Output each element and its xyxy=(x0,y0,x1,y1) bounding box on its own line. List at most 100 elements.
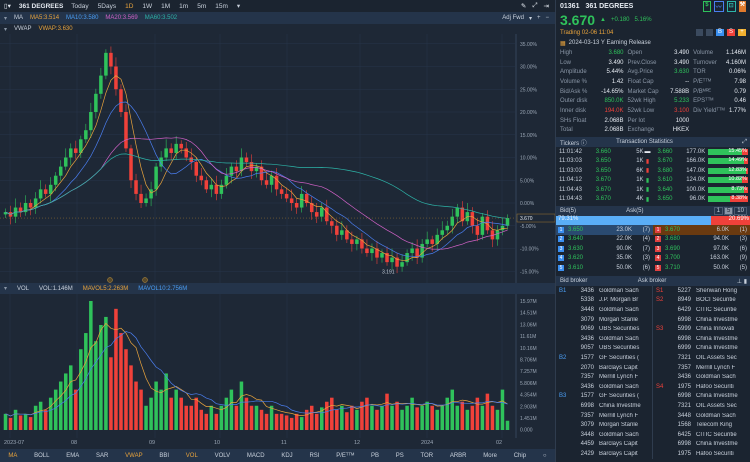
collapse-icon[interactable]: ▾ xyxy=(4,15,8,22)
indicator-tab[interactable]: BBI xyxy=(159,452,170,459)
broker-row[interactable]: 3079 Morgan Stanle xyxy=(556,420,652,430)
broker-row[interactable]: 6998 China Investme xyxy=(653,440,750,450)
broker-row[interactable]: 7357 Merrill Lynch F xyxy=(653,363,750,373)
indicator-tab[interactable]: EMA xyxy=(66,452,80,459)
buy-button[interactable]: B xyxy=(716,29,724,36)
indicator-tab[interactable]: ARBR xyxy=(449,452,467,459)
broker-row[interactable]: 3436 Goldman Sach xyxy=(556,334,652,344)
indicator-tab[interactable]: BOLL xyxy=(34,452,50,459)
volume-chart[interactable]: 15.97M 14.51M 13.06M 11.61M 10.16M 8.706M 7.25… xyxy=(0,294,555,438)
expand-icon[interactable]: ⤢ xyxy=(532,2,538,9)
depth-level-button[interactable]: 10 xyxy=(734,207,747,215)
broker-row[interactable]: 7357 Merrill Lynch F xyxy=(556,411,652,421)
dropdown-icon[interactable]: ▾ xyxy=(236,3,241,10)
adjust-select[interactable]: Adj Fwd xyxy=(502,14,524,21)
sell-button[interactable]: S xyxy=(727,29,735,36)
broker-row[interactable]: 3436 Goldman Sach xyxy=(556,382,652,392)
indicator-tab[interactable]: Chip xyxy=(513,452,527,459)
bid-level[interactable]: 3 3.630 90.0K (7) xyxy=(556,244,653,254)
collapse-icon[interactable]: ▾ xyxy=(4,286,8,292)
indicator-tab[interactable]: P/Eᵀᵀᴹ xyxy=(336,452,355,459)
layout-icon[interactable]: ▯▾ xyxy=(4,3,11,10)
timeframe-1w[interactable]: 1W xyxy=(142,2,153,10)
ask-level[interactable]: 3 3.690 97.0K (6) xyxy=(653,244,750,254)
price-chart[interactable]: 35.00% 30.00% 25.00% 20.00% 15.00% 10.00% 5.00… xyxy=(0,34,555,283)
indicator-tab[interactable]: VOL xyxy=(185,452,198,459)
timeframe-1d[interactable]: 1D xyxy=(125,2,134,10)
broker-row[interactable]: S2 8949 BOCI Securitie xyxy=(653,296,750,306)
depth-level-button[interactable]: 1 xyxy=(713,207,723,215)
draw-pen-icon[interactable]: ✎ xyxy=(520,3,527,10)
broker-row[interactable]: 6998 China Investme xyxy=(653,315,750,325)
vol-label[interactable]: VOL xyxy=(17,285,30,292)
timeframe-15m[interactable]: 15m xyxy=(215,2,228,10)
zoom-out-icon[interactable]: − xyxy=(545,14,549,21)
broker-row[interactable]: 7321 OIL Assets Sec xyxy=(653,353,750,363)
chart-icon[interactable]: 〰 xyxy=(713,1,724,12)
ask-level[interactable]: 5 3.710 50.0K (5) xyxy=(653,263,750,273)
broker-row[interactable]: 1568 Telecom King xyxy=(653,420,750,430)
broker-row[interactable]: 6998 China Investme xyxy=(653,334,750,344)
vwap-label[interactable]: VWAP xyxy=(14,26,32,32)
ask-level[interactable]: 4 3.700 163.0K (9) xyxy=(653,254,750,264)
bid-level[interactable]: 5 3.610 50.0K (6) xyxy=(556,263,653,273)
indicator-tab[interactable]: PS xyxy=(395,452,404,459)
depth-level-button[interactable]: 5 xyxy=(723,207,734,215)
broker-row[interactable]: S1 5227 Shenwan Hong xyxy=(653,286,750,296)
event-marker-icon[interactable] xyxy=(107,277,113,283)
grid-icon[interactable]: ⊡ xyxy=(726,1,736,12)
broker-row[interactable]: 2429 Barclays Capit xyxy=(556,449,652,459)
broker-row[interactable]: 3436 Goldman Sach xyxy=(653,372,750,382)
indicator-tab[interactable]: PB xyxy=(370,452,379,459)
bid-level[interactable]: 2 3.640 22.0K (4) xyxy=(556,235,653,245)
broker-view-icon[interactable]: ⊥ ▮ xyxy=(736,278,747,285)
broker-row[interactable]: 9057 UBS Securities xyxy=(556,344,652,354)
indicator-tab[interactable]: TOR xyxy=(420,452,434,459)
earnings-event[interactable]: 2024-03-13 Y Earning Release xyxy=(568,40,651,46)
indicator-tab[interactable]: KDJ xyxy=(281,452,293,459)
indicator-tab[interactable]: More xyxy=(483,452,497,459)
zoom-in-icon[interactable]: + xyxy=(536,14,541,21)
broker-row[interactable]: 2070 Barclays Capit xyxy=(556,363,652,373)
indicator-tab[interactable]: MACD xyxy=(246,452,265,459)
help-icon[interactable]: ⓘ xyxy=(580,140,587,147)
settings-icon[interactable]: ○ xyxy=(542,452,547,459)
bid-level[interactable]: 4 3.620 35.0K (3) xyxy=(556,254,653,264)
ask-level[interactable]: 2 3.680 94.0K (3) xyxy=(653,235,750,245)
dropdown-icon[interactable]: ▾ xyxy=(528,15,532,22)
indicator-tab[interactable]: VWAP xyxy=(125,452,143,459)
broker-row[interactable]: B1 3436 Goldman Sach xyxy=(556,286,652,296)
broker-row[interactable]: S3 5999 China Innovati xyxy=(653,324,750,334)
broker-row[interactable]: 6425 CITIC Securitie xyxy=(653,430,750,440)
indicator-tab[interactable]: MA xyxy=(8,452,18,459)
s-icon[interactable]: $ xyxy=(703,1,711,12)
broker-row[interactable]: 3079 Morgan Stanle xyxy=(556,315,652,325)
timeframe-5m[interactable]: 5m xyxy=(197,2,207,10)
broker-row[interactable]: 7321 OIL Assets Sec xyxy=(653,401,750,411)
bid-level[interactable]: 1 3.650 23.0K (7) xyxy=(556,225,653,235)
ask-level[interactable]: 1 3.670 6.0K (1) xyxy=(653,225,750,235)
indicator-tab[interactable]: SAR xyxy=(96,452,109,459)
broker-row[interactable]: 3448 Goldman Sach xyxy=(653,411,750,421)
collapse-icon[interactable]: ▾ xyxy=(4,26,8,33)
exit-icon[interactable]: ⇥ xyxy=(543,3,549,10)
broker-row[interactable]: S4 1975 Hafoo Securiti xyxy=(653,382,750,392)
broker-row[interactable]: 6999 China Investme xyxy=(653,344,750,354)
broker-row[interactable]: 3448 Goldman Sach xyxy=(556,430,652,440)
expand-icon[interactable]: ⤢ xyxy=(742,138,747,145)
timeframe-1m[interactable]: 1M xyxy=(161,2,171,10)
timeframe-1m[interactable]: 1m xyxy=(179,2,189,10)
broker-row[interactable]: 4459 Barclays Capit xyxy=(556,440,652,450)
note-icon[interactable] xyxy=(696,29,703,36)
broker-row[interactable]: 9069 UBS Securities xyxy=(556,324,652,334)
add-watchlist-button[interactable]: + xyxy=(738,29,746,36)
indicator-tab[interactable]: RSI xyxy=(309,452,320,459)
broker-row[interactable]: 6998 China Investme xyxy=(556,401,652,411)
doc-icon[interactable] xyxy=(706,29,713,36)
ma-label[interactable]: MA xyxy=(14,15,24,21)
broker-row[interactable]: 6429 CITIC Securitie xyxy=(653,305,750,315)
broker-row[interactable]: 6998 China Investme xyxy=(653,392,750,402)
timeframe-today[interactable]: Today xyxy=(71,2,89,10)
broker-row[interactable]: B3 1577 GF Securities ( xyxy=(556,392,652,402)
timeframe-5days[interactable]: 5Days xyxy=(97,2,117,10)
